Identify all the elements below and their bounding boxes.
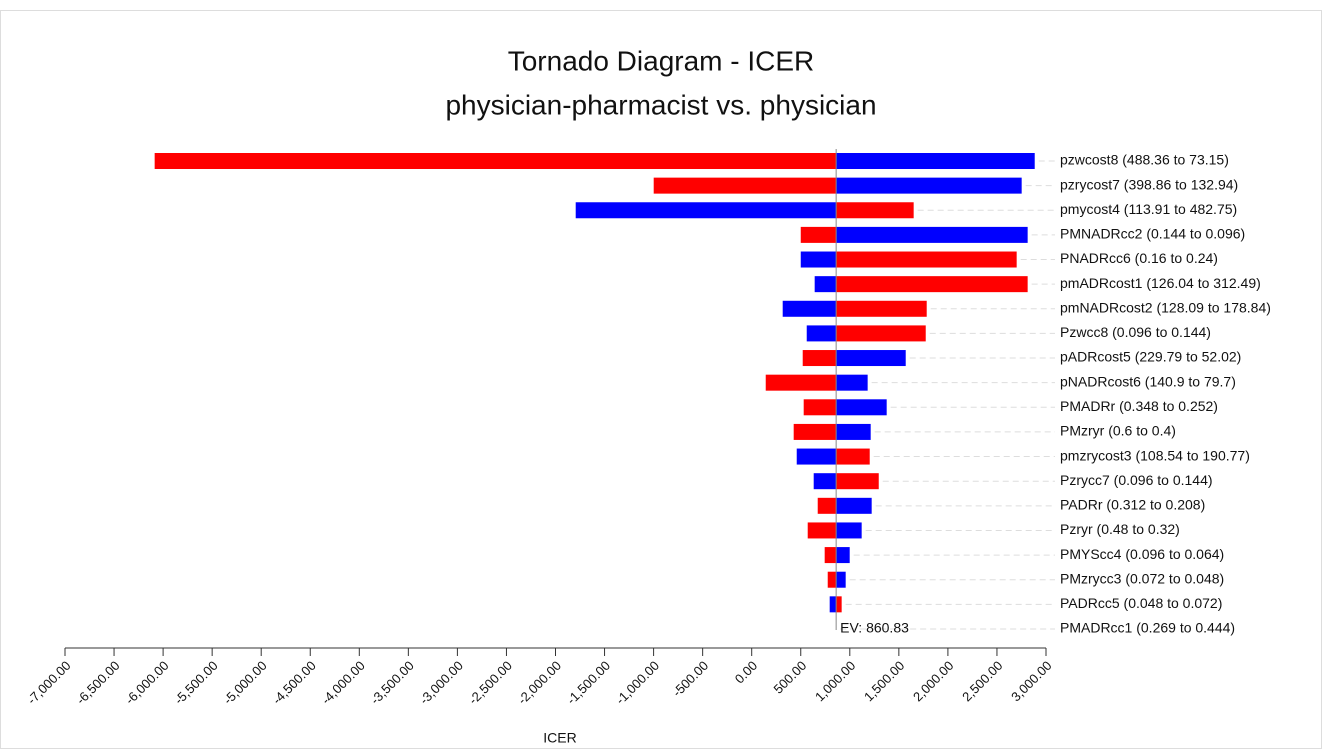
bar	[653, 177, 837, 194]
bar	[575, 202, 837, 219]
x-tick-label: -5,000.00	[220, 658, 269, 707]
category-label: Pzrycc7 (0.096 to 0.144)	[1060, 472, 1213, 488]
category-label: pmADRcost1 (126.04 to 312.49)	[1060, 275, 1261, 291]
x-tick-label: 1,000.00	[812, 658, 858, 704]
x-tick-label: -7,000.00	[24, 658, 73, 707]
x-axis-label: ICER	[543, 730, 576, 746]
x-tick-label: -5,500.00	[171, 658, 220, 707]
bar	[765, 374, 837, 391]
x-tick-label: 2,500.00	[959, 658, 1005, 704]
bar	[836, 325, 926, 342]
x-tick-label: -4,500.00	[269, 658, 318, 707]
category-label: pmycost4 (113.91 to 482.75)	[1060, 201, 1237, 217]
bar	[836, 547, 850, 564]
category-label: pADRcost5 (229.79 to 52.02)	[1060, 349, 1241, 365]
bar	[827, 571, 837, 588]
bar	[836, 497, 872, 514]
bar	[824, 547, 837, 564]
x-tick-label: -1,500.00	[564, 658, 613, 707]
bar	[154, 153, 837, 169]
bar	[836, 300, 927, 317]
category-label: PADRcc5 (0.048 to 0.072)	[1060, 595, 1222, 611]
category-label: pzrycost7 (398.86 to 132.94)	[1060, 176, 1238, 192]
bar	[836, 350, 906, 367]
bar	[836, 177, 1022, 194]
bar	[796, 448, 837, 465]
category-label: PMNADRcc2 (0.144 to 0.096)	[1060, 226, 1245, 242]
ev-label: EV: 860.83	[840, 620, 909, 636]
chart-title: Tornado Diagram - ICER	[508, 45, 815, 76]
bar	[813, 473, 837, 490]
x-tick-label: 1,500.00	[861, 658, 907, 704]
x-tick-label: -3,000.00	[416, 658, 465, 707]
x-tick-label: -6,000.00	[122, 658, 171, 707]
bar	[836, 399, 887, 416]
bar	[836, 571, 846, 588]
category-label: pmNADRcost2 (128.09 to 178.84)	[1060, 299, 1271, 315]
bar	[836, 423, 871, 440]
category-label: PMYScc4 (0.096 to 0.064)	[1060, 546, 1224, 562]
category-label: Pzwcc8 (0.096 to 0.144)	[1060, 324, 1211, 340]
x-tick-label: 2,000.00	[910, 658, 956, 704]
bar	[836, 374, 868, 391]
category-label: Pzryr (0.48 to 0.32)	[1060, 521, 1180, 537]
category-label: PNADRcc6 (0.16 to 0.24)	[1060, 250, 1218, 266]
bar	[800, 226, 837, 243]
bar	[802, 350, 837, 367]
bar	[782, 300, 837, 317]
category-label: pmzrycost3 (108.54 to 190.77)	[1060, 447, 1250, 463]
bar	[793, 423, 837, 440]
category-label: PMzrycc3 (0.072 to 0.048)	[1060, 570, 1224, 586]
category-label: PADRr (0.312 to 0.208)	[1060, 497, 1205, 513]
bar	[836, 226, 1028, 243]
category-label: PMzryr (0.6 to 0.4)	[1060, 423, 1176, 439]
bar	[836, 276, 1028, 293]
category-label: PMADRr (0.348 to 0.252)	[1060, 398, 1218, 414]
bar	[806, 325, 837, 342]
x-tick-label: -1,000.00	[613, 658, 662, 707]
bar	[836, 448, 870, 465]
bar	[836, 153, 1035, 169]
x-tick-label: -500.00	[669, 658, 711, 700]
bar	[817, 497, 837, 514]
bar	[836, 596, 842, 613]
chart-subtitle: physician-pharmacist vs. physician	[445, 89, 876, 120]
x-tick-label: -6,500.00	[73, 658, 122, 707]
bar	[836, 202, 914, 219]
bar	[836, 473, 879, 490]
bar	[836, 522, 862, 539]
x-tick-label: -4,000.00	[318, 658, 367, 707]
x-tick-label: 0.00	[732, 658, 761, 687]
x-tick-label: 3,000.00	[1008, 658, 1054, 704]
x-tick-label: -2,500.00	[466, 658, 515, 707]
bar	[800, 251, 837, 268]
x-tick-label: -2,000.00	[515, 658, 564, 707]
category-label: pNADRcost6 (140.9 to 79.7)	[1060, 373, 1236, 389]
x-tick-label: 500.00	[771, 658, 810, 697]
bar	[829, 596, 837, 613]
bar	[803, 399, 837, 416]
bar	[814, 276, 837, 293]
category-label: pzwcost8 (488.36 to 73.15)	[1060, 152, 1229, 168]
category-label: PMADRcc1 (0.269 to 0.444)	[1060, 620, 1235, 636]
bar	[807, 522, 837, 539]
x-tick-label: -3,500.00	[367, 658, 416, 707]
bar	[836, 251, 1017, 268]
